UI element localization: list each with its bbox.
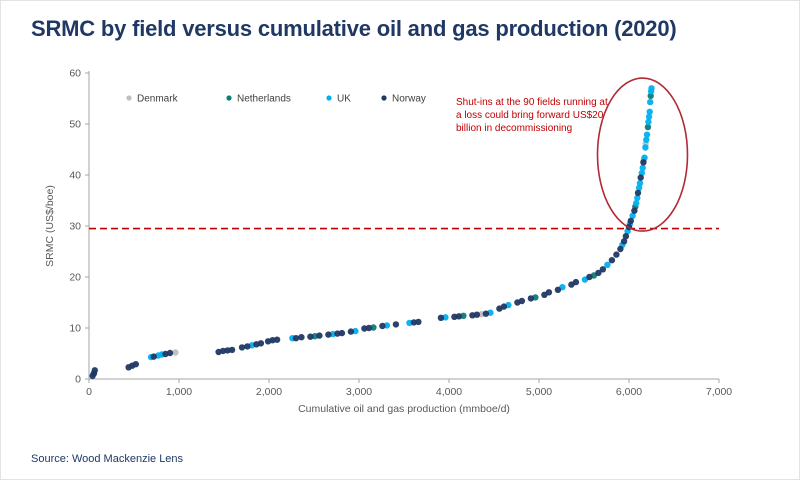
data-point-norway (482, 310, 490, 317)
chart-title: SRMC by field versus cumulative oil and … (31, 16, 677, 41)
legend-dot-norway (381, 95, 387, 101)
data-point-norway (91, 367, 99, 374)
data-point-norway (415, 318, 422, 326)
data-point-norway (627, 217, 634, 225)
source-note: Source: Wood Mackenzie Lens (31, 453, 184, 465)
data-point-norway (599, 266, 607, 273)
legend-label-netherlands: Netherlands (237, 94, 291, 105)
x-tick-label: 7,000 (706, 386, 732, 398)
y-tick-label: 50 (69, 119, 81, 131)
scatter-plot: 0 1,000 2,000 3,000 4,000 5,000 6,000 7,000 0 10 2… (44, 68, 732, 416)
data-point-norway (132, 361, 139, 368)
data-point-norway (572, 278, 580, 286)
y-axis-label: SRMC (US$/boe) (44, 185, 56, 267)
data-point-uk (645, 113, 653, 121)
legend-label-norway: Norway (392, 94, 426, 105)
data-point-norway (622, 233, 630, 240)
data-point-norway (617, 245, 624, 253)
y-tick-label: 0 (75, 374, 81, 386)
x-axis-label: Cumulative oil and gas production (mmboe… (298, 403, 510, 415)
data-point-norway (238, 344, 246, 351)
chart: 0 1,000 2,000 3,000 4,000 5,000 6,000 7,000 0 10 2… (1, 46, 799, 418)
data-point-uk (643, 136, 650, 143)
data-point-uk (647, 98, 654, 106)
data-point-uk (645, 118, 652, 126)
data-point-norway (292, 335, 300, 342)
legend-dot-netherlands (226, 95, 232, 101)
data-point-norway (392, 321, 400, 328)
data-point-norway (455, 313, 463, 320)
data-point-norway (595, 269, 602, 277)
data-point-norway (244, 343, 251, 350)
data-point-norway (166, 349, 174, 357)
highlight-ellipse (596, 77, 689, 232)
x-tick-label: 0 (86, 386, 92, 398)
y-tick-label: 30 (69, 221, 81, 233)
x-tick-label: 1,000 (166, 386, 192, 398)
y-tick-label: 40 (69, 170, 81, 182)
data-point-norway (500, 303, 508, 310)
data-point-uk (629, 212, 636, 219)
data-point-uk (604, 261, 611, 268)
legend-dot-uk (326, 95, 332, 101)
data-point-norway (518, 297, 526, 305)
x-tick-label: 4,000 (436, 386, 462, 398)
data-point-norway (316, 332, 323, 339)
data-point-norway (631, 207, 638, 214)
data-point-denmark (172, 349, 179, 356)
data-point-uk (646, 108, 653, 115)
data-point-norway (586, 273, 593, 281)
data-point-norway (347, 328, 355, 335)
data-point-norway (257, 340, 265, 347)
data-point-norway (640, 159, 647, 166)
legend-label-uk: UK (337, 94, 351, 105)
data-point-norway (473, 311, 481, 318)
x-tick-label: 2,000 (256, 386, 282, 398)
shut-ins-annotation: Shut-ins at the 90 fields running at a l… (456, 97, 608, 134)
data-point-netherlands (644, 123, 652, 131)
legend-dot-denmark (126, 95, 132, 101)
data-point-norway (608, 257, 616, 264)
x-tick-label: 5,000 (526, 386, 552, 398)
y-tick-label: 20 (69, 272, 81, 284)
data-point-uk (636, 180, 644, 187)
x-tick-label: 3,000 (346, 386, 372, 398)
data-point-norway (325, 331, 332, 338)
data-point-norway (613, 251, 620, 258)
data-point-norway (637, 174, 644, 181)
data-point-norway (620, 238, 628, 245)
data-point-norway (338, 329, 346, 337)
x-tick-label: 6,000 (616, 386, 642, 398)
data-point-uk (642, 144, 649, 151)
data-point-norway (298, 334, 305, 341)
data-point-uk (634, 194, 641, 202)
data-point-norway (273, 336, 281, 343)
data-point-norway (228, 346, 236, 354)
y-tick-label: 60 (69, 68, 81, 80)
data-point-norway (527, 295, 535, 302)
data-point-norway (437, 314, 445, 321)
data-point-norway (150, 353, 157, 360)
y-tick-label: 10 (69, 323, 81, 335)
data-point-norway (634, 189, 642, 197)
data-point-norway (365, 324, 373, 332)
data-point-norway (554, 286, 562, 293)
data-point-uk (643, 131, 651, 138)
data-point-norway (307, 333, 314, 340)
legend-label-denmark: Denmark (137, 94, 179, 105)
data-point-uk (639, 164, 646, 172)
data-point-norway (379, 322, 386, 330)
data-point-uk (633, 199, 640, 207)
data-point-norway (545, 289, 553, 296)
data-point-uk (648, 85, 655, 92)
